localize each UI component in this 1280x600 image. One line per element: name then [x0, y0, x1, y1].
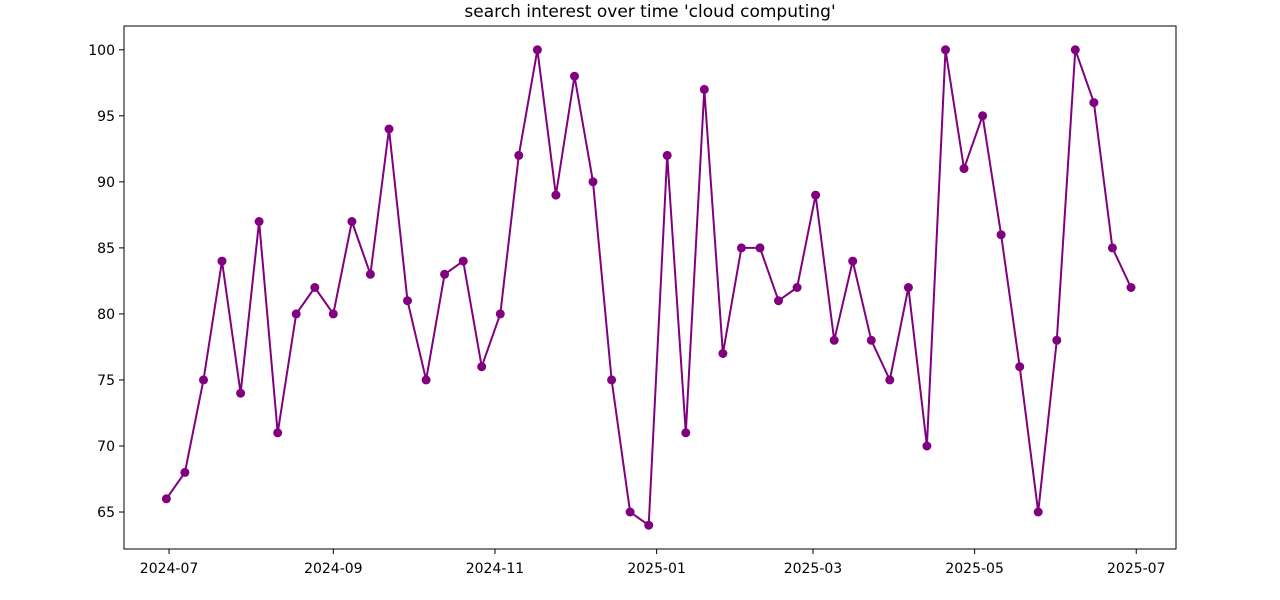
x-tick-label: 2025-05	[945, 561, 1004, 577]
data-point	[755, 243, 765, 253]
x-tick-label: 2025-01	[627, 561, 686, 577]
y-tick-label: 75	[97, 373, 115, 389]
x-tick-label: 2024-07	[140, 561, 199, 577]
data-point	[922, 441, 932, 451]
data-point	[458, 256, 468, 266]
data-point	[644, 520, 654, 530]
data-point	[736, 243, 746, 253]
x-tick-label: 2025-03	[784, 561, 843, 577]
data-point	[699, 84, 709, 94]
data-point	[829, 335, 839, 345]
data-point	[365, 269, 375, 279]
data-point	[403, 296, 412, 306]
data-point	[477, 362, 487, 372]
y-tick-label: 80	[97, 307, 115, 323]
y-tick-label: 95	[97, 109, 115, 125]
data-point	[978, 111, 988, 121]
data-point	[662, 150, 672, 160]
x-tick-label: 2025-07	[1107, 561, 1166, 577]
data-point	[681, 428, 691, 438]
x-tick-label: 2024-09	[304, 561, 363, 577]
data-point	[180, 467, 190, 477]
data-point	[421, 375, 431, 385]
x-axis: 2024-07 2024-09 2024-11 2025-01 2025-03 2025-…	[140, 549, 1166, 577]
data-point	[310, 283, 320, 292]
data-point	[774, 296, 783, 306]
data-point	[588, 177, 598, 187]
data-point	[328, 309, 338, 319]
data-point	[291, 309, 301, 319]
data-point	[570, 71, 579, 81]
data-point	[440, 269, 450, 279]
data-point	[532, 45, 542, 55]
data-point	[1089, 98, 1099, 108]
y-tick-label: 70	[97, 439, 115, 455]
data-point	[161, 494, 171, 504]
series-layer	[161, 45, 1136, 530]
data-point	[866, 335, 876, 345]
data-point	[959, 164, 969, 174]
data-point	[625, 507, 635, 517]
plot-area	[123, 25, 1177, 550]
data-point	[1015, 362, 1025, 372]
y-tick-label: 85	[97, 241, 115, 257]
data-point	[514, 150, 524, 160]
data-point	[718, 349, 728, 358]
data-point	[607, 375, 617, 385]
data-point	[792, 283, 802, 292]
data-point	[1107, 243, 1117, 253]
data-point	[996, 230, 1006, 240]
data-point	[1070, 45, 1080, 55]
data-point	[1126, 283, 1136, 292]
data-point	[347, 217, 357, 226]
data-point	[236, 388, 246, 398]
data-point	[811, 190, 821, 200]
data-point	[848, 256, 858, 266]
data-point	[885, 375, 895, 385]
chart-title: search interest over time 'cloud computi…	[464, 2, 835, 22]
data-point	[1033, 507, 1043, 517]
x-tick-label: 2024-11	[466, 561, 525, 577]
data-point	[254, 217, 264, 226]
y-tick-label: 100	[88, 43, 115, 59]
data-point	[217, 256, 227, 266]
y-axis: 65 70 75 80 85 90 95 100	[88, 43, 124, 521]
data-point	[199, 375, 208, 385]
data-point	[1052, 335, 1062, 345]
y-tick-label: 65	[97, 505, 115, 521]
data-point	[941, 45, 950, 55]
data-point	[551, 190, 561, 200]
y-tick-label: 90	[97, 175, 115, 191]
data-point	[903, 283, 913, 292]
data-point	[495, 309, 505, 319]
data-point	[273, 428, 283, 438]
data-point	[384, 124, 394, 134]
